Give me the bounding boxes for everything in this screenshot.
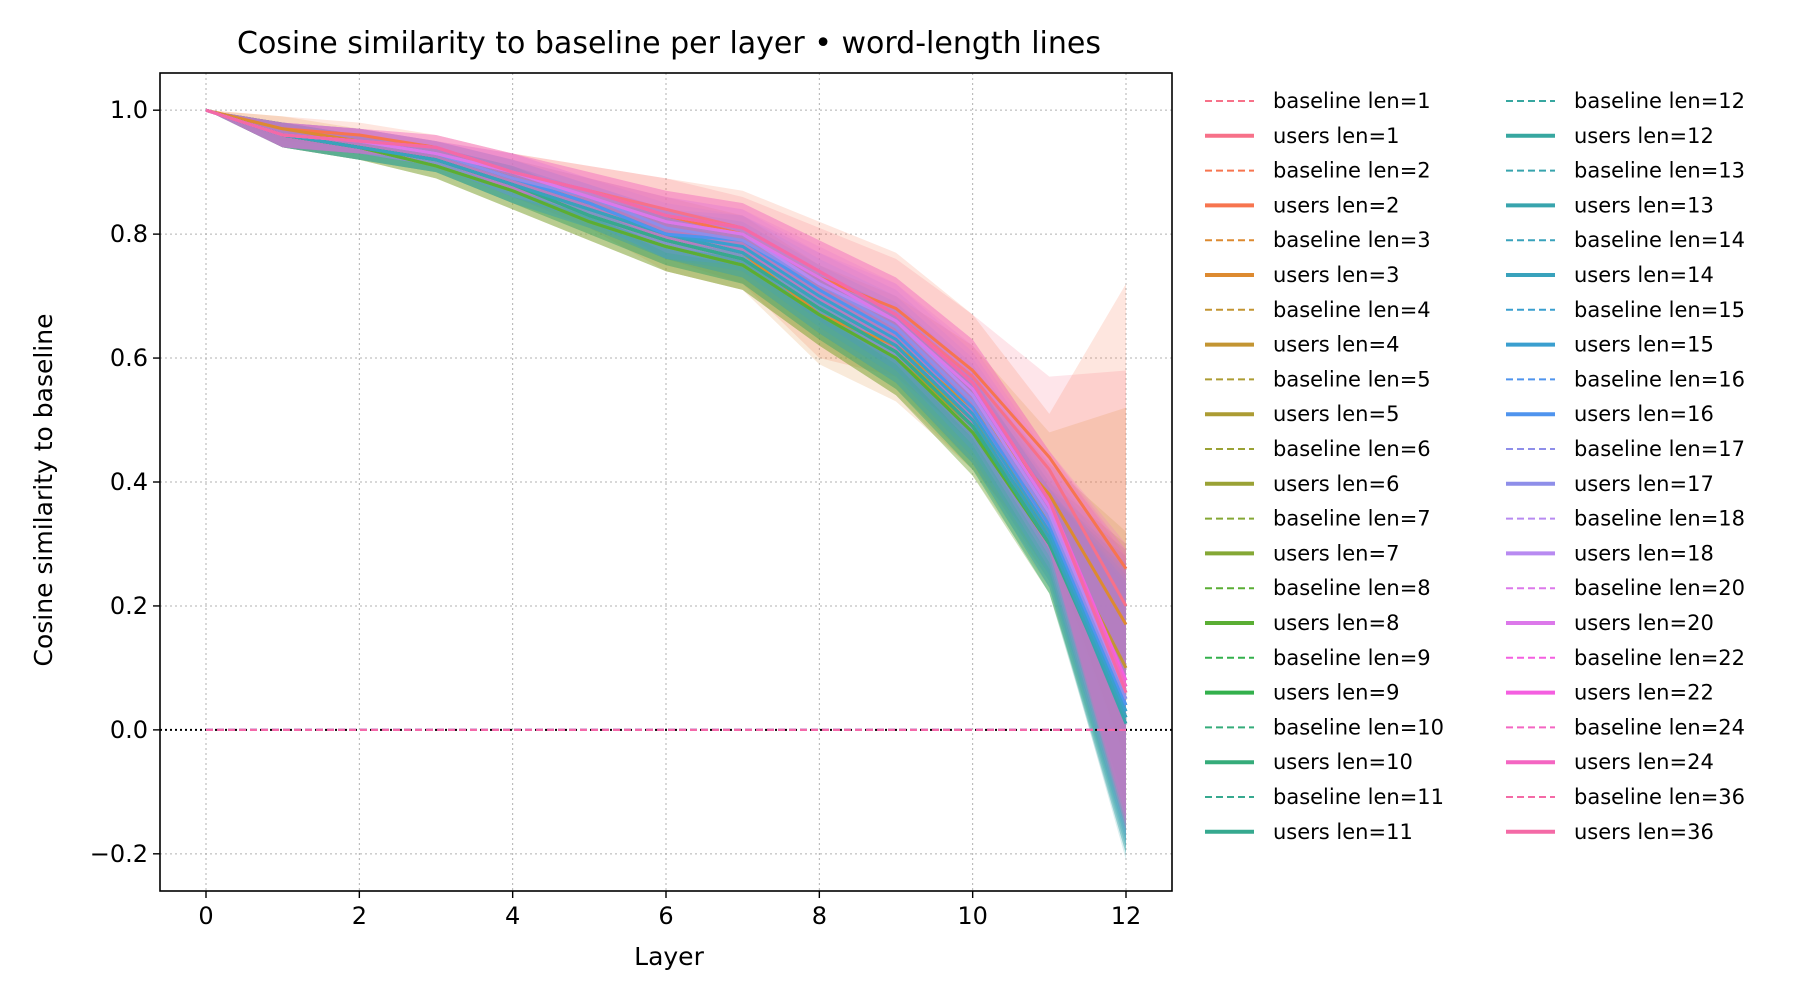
band-users-len-20 [206,110,1126,823]
band-users-len-5 [206,110,1126,817]
legend-label: baseline len=12 [1574,89,1745,113]
legend-label: users len=17 [1574,472,1714,496]
legend-label: baseline len=5 [1273,367,1431,391]
legend-label: users len=9 [1273,681,1399,705]
legend-label: baseline len=15 [1574,298,1745,322]
band-users-len-4 [206,110,1126,805]
band-users-len-22 [206,110,1126,817]
legend-label: baseline len=24 [1574,715,1745,739]
band-users-len-9 [206,110,1126,842]
legend-label: users len=5 [1273,402,1399,426]
legend-label: baseline len=13 [1574,159,1745,183]
legend-label: users len=10 [1273,750,1413,774]
legend-label: users len=12 [1574,124,1714,148]
legend: baseline len=1 users len=1 baseline len=2 u… [1205,89,1745,844]
band-users-len-7 [206,110,1126,830]
x-tick-label: 4 [505,902,520,930]
band-users-len-11 [206,110,1126,854]
legend-label: users len=11 [1273,820,1413,844]
legend-label: baseline len=8 [1273,576,1431,600]
legend-label: users len=16 [1574,402,1714,426]
confidence-bands [206,110,1126,861]
y-tick-label: 0.8 [110,220,148,248]
x-tick-label: 10 [957,902,988,930]
legend-label: users len=1 [1273,124,1399,148]
legend-label: users len=4 [1273,333,1399,357]
x-axis-label: Layer [634,942,704,971]
legend-label: baseline len=7 [1273,507,1431,531]
band-users-len-8 [206,110,1126,836]
band-users-len-24 [206,110,1126,823]
legend-label: baseline len=4 [1273,298,1431,322]
legend-label: baseline len=3 [1273,228,1431,252]
legend-label: users len=14 [1574,263,1714,287]
x-tick-label: 8 [812,902,827,930]
chart-title: Cosine similarity to baseline per layer … [237,26,1101,61]
legend-label: users len=3 [1273,263,1399,287]
band-users-len-10 [206,110,1126,848]
legend-label: baseline len=11 [1273,785,1444,809]
legend-label: baseline len=10 [1273,715,1444,739]
x-tick-label: 6 [658,902,673,930]
legend-label: baseline len=22 [1574,646,1745,670]
y-axis-label: Cosine similarity to baseline [29,314,58,667]
y-tick-label: −0.2 [90,840,148,868]
band-users-len-36 [206,110,1126,830]
band-users-len-18 [206,110,1126,830]
legend-label: baseline len=1 [1273,89,1431,113]
band-users-len-14 [206,110,1126,854]
legend-label: users len=36 [1574,820,1714,844]
x-tick-label: 12 [1111,902,1142,930]
legend-label: users len=24 [1574,750,1714,774]
band-users-len-2 [206,110,1126,761]
band-users-len-16 [206,110,1126,842]
legend-label: baseline len=18 [1574,507,1745,531]
y-tick-label: 0.2 [110,592,148,620]
band-users-len-1 [206,110,1126,761]
y-tick-label: 1.0 [110,96,148,124]
band-users-len-6 [206,110,1126,823]
band-users-len-15 [206,110,1126,848]
legend-label: users len=15 [1574,333,1714,357]
y-tick-label: 0.0 [110,716,148,744]
y-tick-label: 0.4 [110,468,148,496]
x-tick-label: 0 [198,902,213,930]
legend-label: users len=2 [1273,193,1399,217]
legend-label: baseline len=16 [1574,367,1745,391]
series-line-users-len-36 [205,108,1128,694]
legend-label: baseline len=14 [1574,228,1745,252]
legend-label: users len=13 [1574,193,1714,217]
legend-label: users len=6 [1273,472,1399,496]
legend-label: users len=20 [1574,611,1714,635]
legend-label: baseline len=20 [1574,576,1745,600]
legend-label: users len=18 [1574,541,1714,565]
x-tick-label: 2 [352,902,367,930]
y-tick-label: 0.6 [110,344,148,372]
legend-label: baseline len=36 [1574,785,1745,809]
legend-label: users len=8 [1273,611,1399,635]
band-users-len-12 [206,110,1126,854]
legend-label: baseline len=2 [1273,159,1431,183]
x-axis-ticks: 0 2 4 6 8 10 12 [198,891,1141,930]
legend-label: baseline len=17 [1574,437,1745,461]
band-users-len-17 [206,110,1126,836]
legend-label: users len=22 [1574,681,1714,705]
legend-label: users len=7 [1273,541,1399,565]
legend-label: baseline len=9 [1273,646,1431,670]
legend-label: baseline len=6 [1273,437,1431,461]
y-axis-ticks: −0.2 0.0 0.2 0.4 0.6 0.8 1.0 [90,96,160,868]
series-lines [205,108,1128,731]
